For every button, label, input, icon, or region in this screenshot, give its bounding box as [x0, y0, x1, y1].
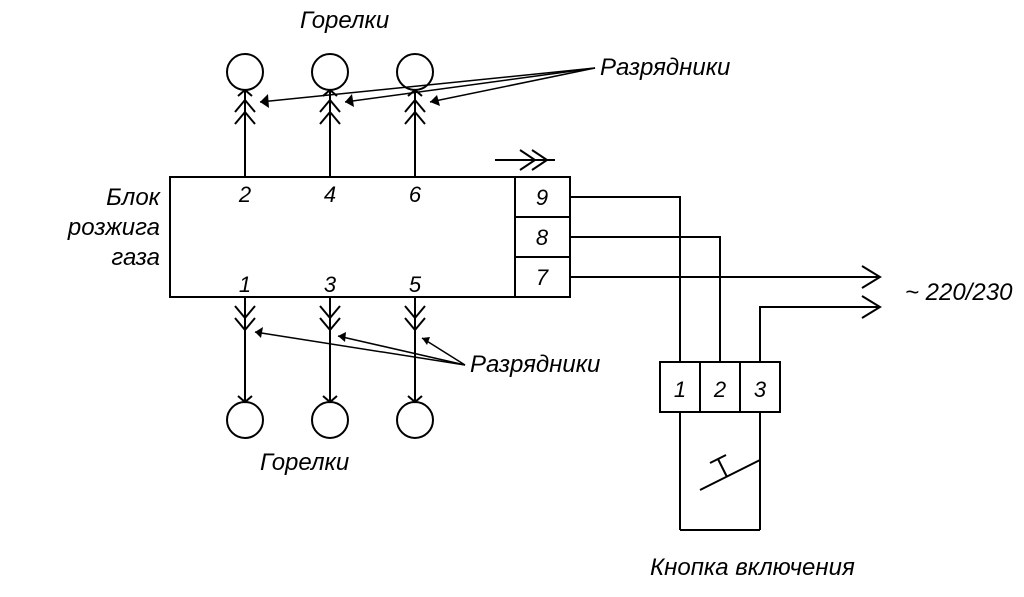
- ignition-block: [170, 177, 515, 297]
- block-label-2: розжига: [67, 214, 160, 241]
- pin-7: 7: [536, 265, 549, 290]
- burner-bot-3: [397, 402, 433, 438]
- pin-8: 8: [536, 225, 549, 250]
- btn-pin-2: 2: [713, 377, 726, 402]
- wiring: [570, 197, 880, 362]
- pin-2: 2: [238, 182, 251, 207]
- flow-arrow-icon: [495, 150, 555, 170]
- pin-5: 5: [409, 272, 422, 297]
- btn-pin-1: 1: [674, 377, 686, 402]
- btn-pin-3: 3: [754, 377, 767, 402]
- burner-bot-2: [312, 402, 348, 438]
- pin-3: 3: [324, 272, 337, 297]
- burner-top-2: [312, 54, 348, 90]
- schematic-diagram: Блок розжига газа 2 4 6 1 3 5 9 8 7 Горе…: [0, 0, 1024, 597]
- dischargers-top-label: Разрядники: [600, 54, 730, 81]
- pin-9: 9: [536, 185, 548, 210]
- side-terminal-block: 9 8 7: [515, 177, 570, 297]
- dischargers-bottom-label: Разрядники: [470, 351, 600, 378]
- burners-top-label: Горелки: [300, 7, 389, 34]
- dischargers-bottom-callout: [255, 327, 465, 365]
- button-terminal-block: 1 2 3: [660, 362, 780, 412]
- block-label-1: Блок: [106, 184, 162, 211]
- dischargers-top-callout: [260, 68, 595, 108]
- power-label: ~ 220/230: [905, 279, 1013, 306]
- pin-6: 6: [409, 182, 422, 207]
- burner-top-1: [227, 54, 263, 90]
- burner-bot-1: [227, 402, 263, 438]
- block-label-3: газа: [111, 244, 160, 271]
- button-label: Кнопка включения: [650, 554, 855, 581]
- pin-1: 1: [239, 272, 251, 297]
- pin-4: 4: [324, 182, 336, 207]
- burners-bottom-label: Горелки: [260, 449, 349, 476]
- pushbutton-symbol: [680, 412, 760, 530]
